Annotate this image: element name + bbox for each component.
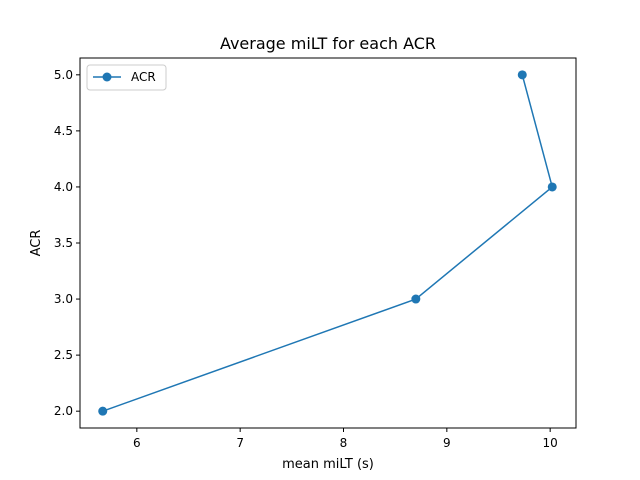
y-tick-label: 4.0 <box>54 180 73 194</box>
y-tick-label: 2.5 <box>54 348 73 362</box>
chart-title: Average miLT for each ACR <box>220 34 436 53</box>
data-point <box>517 70 527 80</box>
y-tick-label: 4.5 <box>54 124 73 138</box>
legend-box <box>86 64 167 91</box>
x-tick-label: 6 <box>133 436 141 450</box>
x-axis-label: mean miLT (s) <box>282 457 374 472</box>
legend-label: ACR <box>131 70 156 84</box>
y-axis-label: ACR <box>29 230 44 257</box>
x-tick-label: 10 <box>543 436 558 450</box>
y-tick-label: 5.0 <box>54 68 73 82</box>
legend: ACR <box>86 64 167 91</box>
y-tick-label: 3.5 <box>54 236 73 250</box>
legend-marker-swatch <box>102 72 112 82</box>
data-point <box>98 406 108 416</box>
x-tick-label: 7 <box>236 436 244 450</box>
x-tick-label: 8 <box>340 436 348 450</box>
data-point <box>411 294 421 304</box>
data-point <box>547 182 557 192</box>
plot-frame <box>79 57 577 429</box>
y-tick-label: 3.0 <box>54 292 73 306</box>
series-line <box>102 74 554 412</box>
y-tick-label: 2.0 <box>54 404 73 418</box>
x-tick-label: 9 <box>443 436 451 450</box>
